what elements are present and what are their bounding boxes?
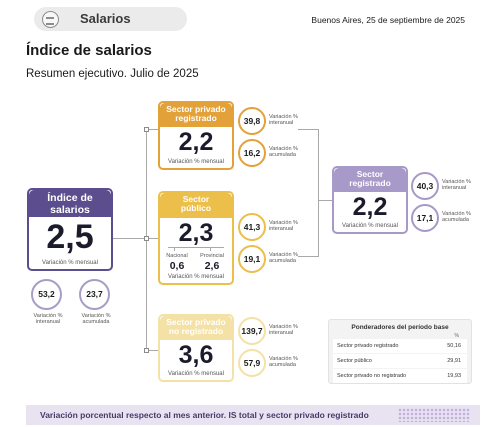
table-row: Sector privado no registrado 19,93 — [333, 369, 467, 383]
total-title: Índice de salarios total — [47, 192, 93, 228]
table-row: Sector público 29,91 — [333, 354, 467, 368]
connector-sector-registrado — [318, 200, 332, 201]
publico-split-tick — [174, 247, 175, 251]
no-registrado-value: 3,6 — [178, 341, 214, 369]
publico-interanual-value: 41,3 — [243, 222, 261, 232]
privado-registrado-caption: Variación % mensual — [168, 159, 224, 165]
connector-right-privado — [298, 129, 318, 130]
privado-registrado-acumulada-value: 16,2 — [243, 148, 261, 158]
no-registrado-title: Sector privado no registrado — [166, 317, 226, 337]
connector-dot — [144, 236, 149, 241]
sector-registrado-header: Sector registrado — [334, 168, 406, 192]
privado-registrado-interanual-label: Variación % interanual — [269, 114, 298, 127]
sector-registrado-acumulada-label: Variación % acumulada — [442, 211, 471, 224]
no-registrado-card: Sector privado no registrado 3,6 Variaci… — [158, 314, 234, 382]
sector-registrado-interanual-value: 40,3 — [416, 181, 434, 191]
publico-interanual-label: Variación % interanual — [269, 220, 298, 233]
dot-pattern — [398, 408, 470, 422]
total-card-header: Índice de salarios total — [29, 190, 111, 227]
section-pill: Salarios — [34, 7, 187, 31]
report-date: Buenos Aires, 25 de septiembre de 2025 — [311, 15, 465, 25]
no-registrado-acumulada-label: Variación % acumulada — [269, 356, 298, 369]
publico-nacional-value: 0,6 — [169, 260, 185, 272]
publico-acumulada-circle: 19,1 — [238, 245, 266, 273]
table-row: Sector privado registrado 50,16 — [333, 339, 467, 353]
ponderadores-table: Ponderadores del período base % Sector p… — [328, 319, 472, 384]
total-card: Índice de salarios total 2,5 Variación %… — [27, 188, 113, 271]
total-caption: Variación % mensual — [42, 260, 98, 266]
privado-registrado-value: 2,2 — [178, 128, 214, 156]
privado-registrado-header: Sector privado registrado — [160, 103, 232, 127]
chart-section-title: Variación porcentual respecto al mes ant… — [40, 410, 369, 420]
publico-split-tick — [210, 247, 211, 251]
chart-section-banner: Variación porcentual respecto al mes ant… — [26, 405, 480, 425]
no-registrado-interanual-value: 139,7 — [241, 326, 263, 336]
connector-privado — [146, 129, 158, 130]
connector-total-horizontal — [113, 238, 147, 239]
sector-registrado-acumulada-circle: 17,1 — [411, 204, 439, 232]
salary-icon — [42, 11, 59, 28]
sector-registrado-caption: Variación % mensual — [342, 223, 398, 229]
page-subtitle: Resumen ejecutivo. Julio de 2025 — [26, 68, 199, 80]
row-value: 29,91 — [447, 358, 461, 364]
ponderadores-unit: % — [454, 333, 459, 339]
no-registrado-acumulada-value: 57,9 — [243, 358, 261, 368]
privado-registrado-interanual-circle: 39,8 — [238, 107, 266, 135]
row-label: Sector privado no registrado — [337, 373, 407, 379]
row-value: 19,93 — [447, 373, 461, 379]
connector-right-publico — [298, 256, 318, 257]
page-title: Índice de salarios — [26, 42, 152, 59]
privado-registrado-card: Sector privado registrado 2,2 Variación … — [158, 101, 234, 170]
total-acumulada-value: 23,7 — [86, 289, 103, 299]
no-registrado-interanual-label: Variación % interanual — [269, 324, 298, 337]
total-interanual-value: 53,2 — [38, 289, 55, 299]
total-acumulada-label: Variación % acumulada — [81, 313, 111, 326]
privado-registrado-interanual-value: 39,8 — [243, 116, 261, 126]
total-interanual-label: Variación % interanual — [33, 313, 63, 326]
connector-dot — [144, 348, 149, 353]
connector-publico — [146, 238, 158, 239]
no-registrado-interanual-circle: 139,7 — [238, 317, 266, 345]
no-registrado-acumulada-circle: 57,9 — [238, 349, 266, 377]
publico-acumulada-value: 19,1 — [243, 254, 261, 264]
section-label: Salarios — [80, 11, 131, 26]
sector-registrado-interanual-label: Variación % interanual — [442, 179, 471, 192]
privado-registrado-title: Sector privado registrado — [166, 104, 226, 124]
publico-caption: Variación % mensual — [168, 274, 224, 280]
publico-nacional-label: Nacional — [166, 253, 188, 259]
sector-registrado-card: Sector registrado 2,2 Variación % mensua… — [332, 166, 408, 234]
publico-split-line — [168, 247, 224, 248]
total-acumulada-circle: 23,7 — [79, 279, 110, 310]
row-label: Sector público — [337, 358, 372, 364]
publico-title: Sector público — [180, 194, 212, 214]
privado-registrado-acumulada-label: Variación % acumulada — [269, 146, 298, 159]
connector-right-vertical — [318, 129, 319, 257]
sector-registrado-title: Sector registrado — [349, 169, 391, 189]
total-interanual-circle: 53,2 — [31, 279, 62, 310]
no-registrado-header: Sector privado no registrado — [160, 316, 232, 340]
sector-registrado-value: 2,2 — [352, 193, 388, 221]
sector-registrado-interanual-circle: 40,3 — [411, 172, 439, 200]
row-label: Sector privado registrado — [337, 343, 399, 349]
publico-provincial-value: 2,6 — [204, 260, 220, 272]
publico-interanual-circle: 41,3 — [238, 213, 266, 241]
publico-acumulada-label: Variación % acumulada — [269, 252, 298, 265]
row-value: 50,16 — [447, 343, 461, 349]
connector-dot — [144, 127, 149, 132]
publico-value: 2,3 — [178, 219, 214, 247]
no-registrado-caption: Variación % mensual — [168, 371, 224, 377]
publico-card: Sector público 2,3 Nacional Provincial 0… — [158, 191, 234, 285]
publico-header: Sector público — [160, 193, 232, 218]
privado-registrado-acumulada-circle: 16,2 — [238, 139, 266, 167]
publico-provincial-label: Provincial — [200, 253, 224, 259]
total-value: 2,5 — [46, 218, 94, 256]
sector-registrado-acumulada-value: 17,1 — [416, 213, 434, 223]
connector-no-registrado — [146, 350, 158, 351]
ponderadores-title: Ponderadores del período base — [351, 324, 449, 331]
